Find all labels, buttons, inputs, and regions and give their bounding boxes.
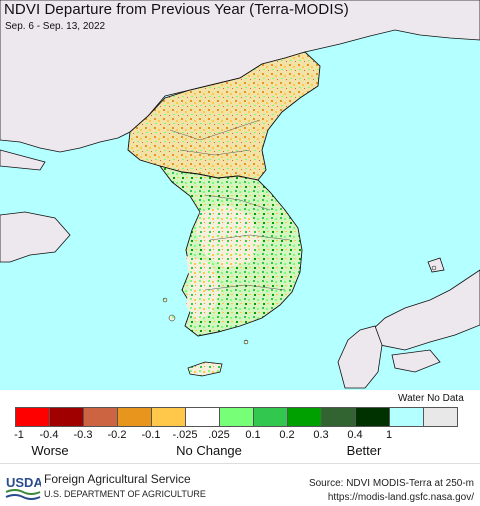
china-liaodong	[0, 149, 46, 171]
legend-tick-label: 0.3	[313, 429, 329, 441]
map-date-range: Sep. 6 - Sep. 13, 2022	[5, 21, 106, 32]
japan-honshu	[371, 269, 480, 351]
water-no-data-label: Water No Data	[398, 393, 464, 404]
legend-swatch	[253, 407, 288, 427]
jeju-island	[187, 361, 223, 377]
island	[243, 339, 249, 345]
source-url-link[interactable]: https://modis-land.gsfc.nasa.gov/	[327, 492, 474, 503]
japan-kyushu	[337, 325, 383, 389]
map-title: NDVI Departure from Previous Year (Terra…	[4, 1, 349, 18]
legend-tick-label: -1	[14, 429, 24, 441]
legend-swatch	[15, 407, 50, 427]
legend-swatch	[219, 407, 254, 427]
legend-better-label: Better	[346, 443, 382, 458]
legend-swatch	[49, 407, 84, 427]
data-source: Source: NDVI MODIS-Terra at 250-m	[308, 478, 474, 489]
map-graphic	[0, 0, 480, 389]
fas-name: Foreign Agricultural Service	[44, 472, 191, 486]
legend-tick-label: -0.4	[39, 429, 59, 441]
island	[162, 297, 168, 303]
legend-swatch	[321, 407, 356, 427]
usda-logo-text: USDA	[6, 475, 41, 490]
legend-tick-label: 0.2	[279, 429, 295, 441]
island	[431, 265, 437, 271]
legend-tick-label: .025	[208, 429, 230, 441]
legend-color-bar	[15, 407, 465, 427]
legend-swatch	[423, 407, 458, 427]
usda-dept-name: U.S. DEPARTMENT OF AGRICULTURE	[44, 489, 206, 499]
legend-tick-label: 0.4	[347, 429, 363, 441]
province-lines	[169, 119, 291, 291]
legend-no-change-label: No Change	[176, 443, 242, 458]
south-korea-southwest	[186, 256, 222, 322]
legend-tick-label: -0.2	[107, 429, 127, 441]
legend-swatch	[287, 407, 322, 427]
legend-swatch	[151, 407, 186, 427]
legend-tick-label: -.025	[172, 429, 198, 441]
usda-logo: USDA	[5, 475, 41, 500]
legend-worse-label: Worse	[31, 443, 69, 458]
south-korea-central	[196, 205, 262, 268]
china-shandong	[0, 211, 71, 263]
ndvi-map: NDVI Departure from Previous Year (Terra…	[0, 0, 480, 390]
footer-divider	[0, 463, 480, 464]
legend-swatch	[83, 407, 118, 427]
japan-small-island	[427, 257, 445, 273]
japan-shikoku	[391, 349, 441, 373]
legend-swatch	[117, 407, 152, 427]
island	[168, 314, 176, 322]
legend-swatch	[355, 407, 390, 427]
legend-swatch	[185, 407, 220, 427]
legend-tick-label: -0.3	[73, 429, 93, 441]
legend-swatch	[389, 407, 424, 427]
legend-tick-label: -0.1	[141, 429, 161, 441]
legend-tick-label: 0.1	[245, 429, 261, 441]
legend-tick-label: 1	[385, 429, 393, 441]
